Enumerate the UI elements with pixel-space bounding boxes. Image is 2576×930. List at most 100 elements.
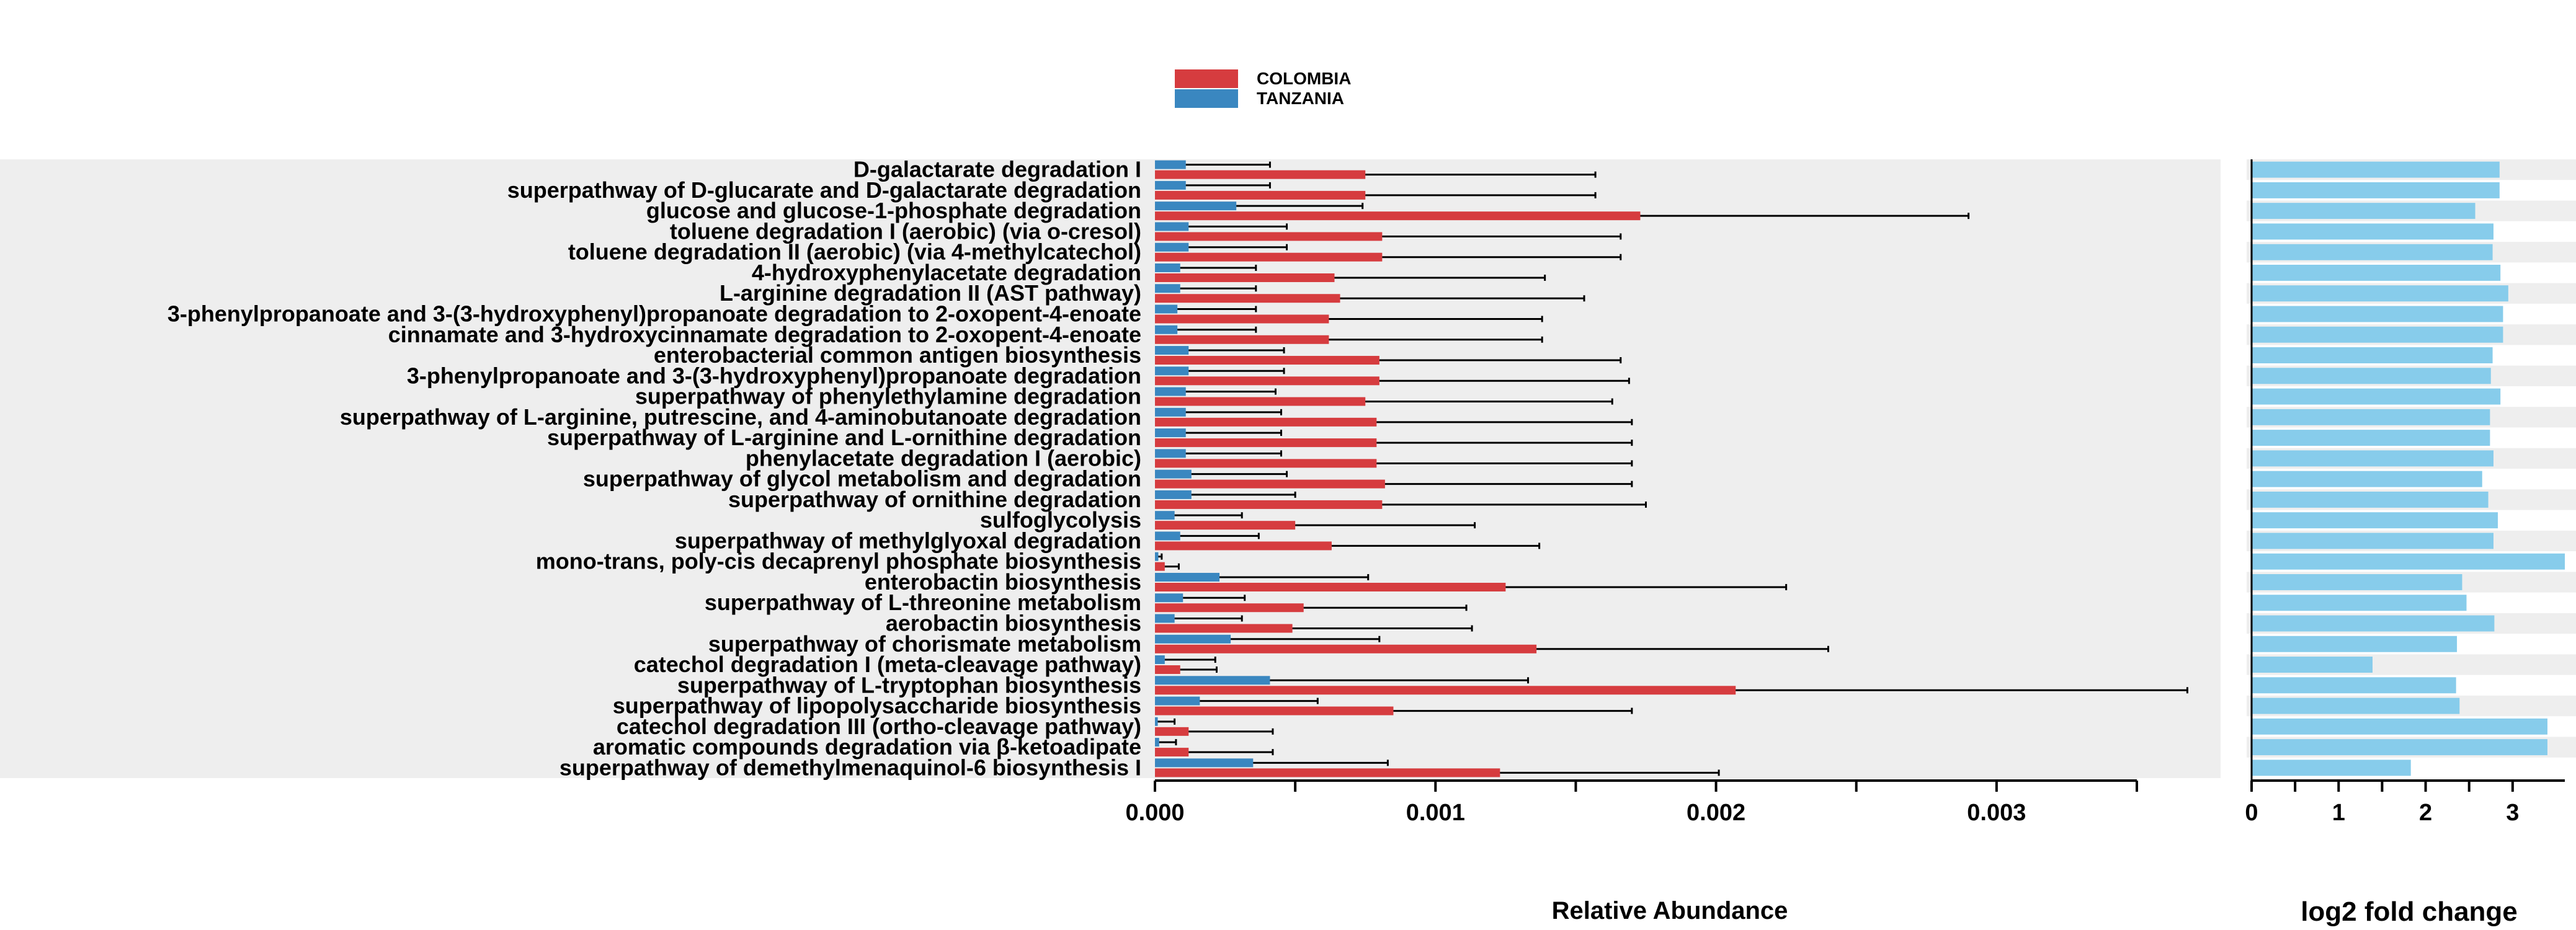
bar-tanzania: [1155, 160, 1186, 169]
bar-tanzania: [1155, 222, 1189, 231]
bar-tanzania: [1155, 407, 1186, 417]
bar-fold-change: [2252, 718, 2547, 735]
category-label: enterobactin biosynthesis: [865, 569, 1141, 595]
bar-tanzania: [1155, 614, 1175, 623]
bar-fold-change: [2252, 739, 2547, 756]
abundance-x-axis: 0.000 0.001 0.002 0.003: [1125, 779, 2138, 826]
abundance-panel: D-galactarate degradation Isuperpathway …: [0, 157, 2221, 924]
bar-fold-change: [2252, 450, 2494, 467]
bar-tanzania: [1155, 325, 1178, 334]
x-tick-label: 0: [2245, 800, 2258, 826]
bar-colombia: [1155, 706, 1394, 715]
bar-colombia: [1155, 232, 1383, 241]
bar-fold-change: [2252, 471, 2482, 487]
bar-tanzania: [1155, 387, 1186, 396]
x-tick-label: 0.003: [1967, 800, 2026, 826]
background-bands: [0, 159, 2221, 778]
bar-colombia: [1155, 252, 1383, 262]
bar-fold-change: [2252, 244, 2493, 260]
bar-colombia: [1155, 644, 1537, 653]
legend-swatch-tanzania: [1175, 89, 1238, 108]
bar-colombia: [1155, 190, 1366, 200]
bar-colombia: [1155, 273, 1335, 282]
category-label: catechol degradation I (meta-cleavage pa…: [634, 652, 1141, 677]
x-tick-label: 0.002: [1687, 800, 1745, 826]
bar-fold-change: [2252, 388, 2501, 405]
category-label: superpathway of L-arginine, putrescine, …: [340, 404, 1141, 430]
fold-change-panel: 0 1 2 3 log2 fold change: [2245, 159, 2576, 927]
bar-fold-change: [2252, 657, 2373, 673]
category-label: superpathway of glycol metabolism and de…: [583, 466, 1141, 492]
bar-tanzania: [1155, 449, 1186, 458]
bar-fold-change: [2252, 574, 2462, 590]
bar-colombia: [1155, 417, 1377, 427]
bar-fold-change: [2252, 760, 2411, 776]
category-label: toluene degradation II (aerobic) (via 4-…: [568, 239, 1141, 265]
legend-label-tanzania: TANZANIA: [1257, 89, 1344, 108]
category-label: aerobactin biosynthesis: [886, 611, 1141, 636]
bar-fold-change: [2252, 347, 2493, 364]
category-label: phenylacetate degradation I (aerobic): [746, 445, 1141, 471]
bar-fold-change: [2252, 491, 2489, 508]
category-label: enterobacterial common antigen biosynthe…: [654, 342, 1141, 368]
bar-tanzania: [1155, 469, 1192, 479]
x-tick-label: 2: [2419, 800, 2432, 826]
bar-fold-change: [2252, 430, 2490, 446]
bar-fold-change: [2252, 636, 2458, 652]
bar-colombia: [1155, 356, 1379, 365]
bar-fold-change: [2252, 595, 2467, 611]
fold-change-x-axis: 0 1 2 3: [2245, 159, 2565, 826]
x-axis-label-fold-change: log2 fold change: [2301, 897, 2518, 927]
abundance-bars: [1155, 160, 2188, 777]
bar-tanzania: [1155, 552, 1159, 561]
bar-colombia: [1155, 541, 1332, 551]
bar-fold-change: [2252, 264, 2501, 281]
legend-label-colombia: COLOMBIA: [1257, 69, 1351, 88]
bar-fold-change: [2252, 533, 2494, 549]
bar-tanzania: [1155, 593, 1183, 603]
bar-tanzania: [1155, 242, 1189, 252]
bar-tanzania: [1155, 738, 1159, 747]
bar-tanzania: [1155, 366, 1189, 376]
bar-colombia: [1155, 603, 1304, 613]
bar-colombia: [1155, 211, 1641, 221]
bar-colombia: [1155, 397, 1366, 406]
x-tick-label: 0.001: [1406, 800, 1465, 826]
bar-tanzania: [1155, 531, 1180, 541]
bar-tanzania: [1155, 717, 1158, 726]
category-labels: D-galactarate degradation Isuperpathway …: [167, 157, 1141, 781]
category-label: superpathway of D-glucarate and D-galact…: [507, 177, 1141, 203]
bar-tanzania: [1155, 180, 1186, 190]
category-label: 4-hydroxyphenylacetate degradation: [752, 260, 1141, 285]
bar-tanzania: [1155, 263, 1180, 272]
bar-colombia: [1155, 170, 1366, 179]
bar-colombia: [1155, 748, 1189, 757]
panel-background: [0, 159, 2221, 778]
bar-colombia: [1155, 624, 1293, 633]
bar-tanzania: [1155, 511, 1175, 520]
bar-colombia: [1155, 521, 1296, 530]
bar-colombia: [1155, 294, 1340, 303]
bar-tanzania: [1155, 428, 1186, 438]
category-label: glucose and glucose-1-phosphate degradat…: [646, 198, 1141, 223]
category-label: sulfoglycolysis: [980, 507, 1141, 533]
bar-tanzania: [1155, 346, 1189, 355]
bar-tanzania: [1155, 655, 1165, 665]
category-label: toluene degradation I (aerobic) (via o-c…: [670, 218, 1141, 244]
x-tick-label: 3: [2506, 800, 2519, 826]
x-tick-label: 1: [2332, 800, 2345, 826]
bar-colombia: [1155, 376, 1379, 386]
bar-colombia: [1155, 459, 1377, 468]
category-label: superpathway of L-tryptophan biosynthesi…: [677, 672, 1141, 698]
category-label: cinnamate and 3-hydroxycinnamate degrada…: [388, 322, 1141, 347]
bar-colombia: [1155, 562, 1165, 571]
bar-tanzania: [1155, 202, 1237, 211]
bar-fold-change: [2252, 203, 2476, 219]
bar-fold-change: [2252, 553, 2565, 570]
bar-colombia: [1155, 438, 1377, 448]
bar-colombia: [1155, 665, 1180, 675]
bar-fold-change: [2252, 182, 2500, 198]
bar-colombia: [1155, 582, 1506, 591]
bar-tanzania: [1155, 490, 1192, 499]
